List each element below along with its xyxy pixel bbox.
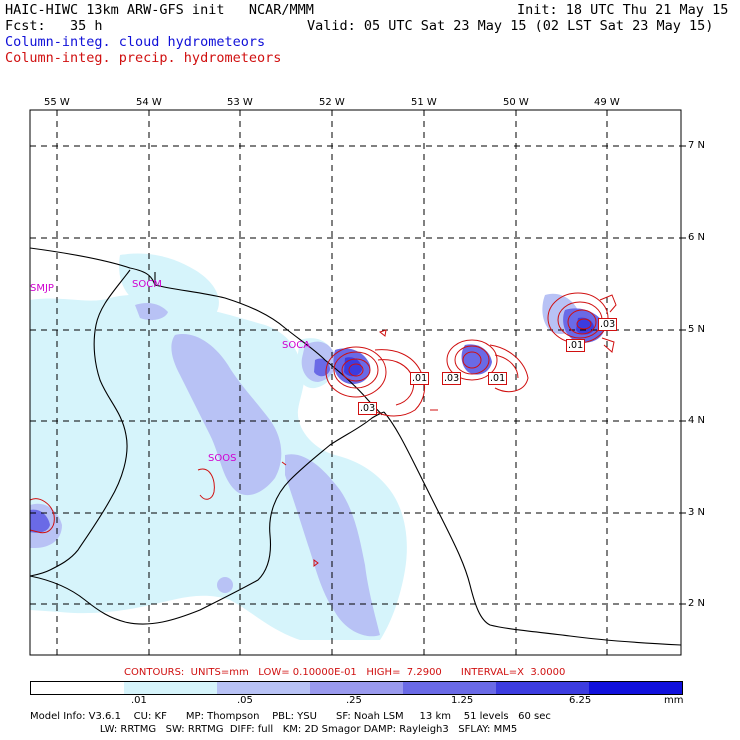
- lat-label-7n: 7 N: [688, 140, 706, 151]
- contour-label: .03: [442, 372, 462, 385]
- lat-label-5n: 5 N: [688, 324, 706, 335]
- lat-label-3n: 3 N: [688, 507, 706, 518]
- station-socm: SOCM: [132, 279, 162, 290]
- contour-label: .01: [410, 372, 430, 385]
- legend-precip-hydrometeors: Column-integ. precip. hydrometeors: [5, 50, 282, 66]
- lon-label-50w: 50 W: [503, 97, 529, 108]
- lat-label-6n: 6 N: [688, 232, 706, 243]
- station-soos: SOOS: [208, 453, 237, 464]
- colorbar-label: .01: [131, 695, 147, 706]
- model-info-line2: LW: RRTMG SW: RRTMG DIFF: full KM: 2D Sm…: [30, 724, 518, 735]
- contour-label: .03: [598, 318, 618, 331]
- colorbar-label: 6.25: [569, 695, 592, 706]
- contour-label: .01: [566, 339, 586, 352]
- lon-label-53w: 53 W: [227, 97, 253, 108]
- lon-label-52w: 52 W: [319, 97, 345, 108]
- station-soca: SOCA: [282, 340, 311, 351]
- colorbar-bin-6: [589, 682, 682, 694]
- cloud-field-max: [344, 317, 595, 377]
- lon-label-55w: 55 W: [44, 97, 70, 108]
- grid-lines: [30, 110, 681, 655]
- colorbar-label: .25: [346, 695, 362, 706]
- map-frame: [29, 109, 682, 656]
- colorbar-bin-3: [310, 682, 403, 694]
- plot-title: HAIC-HIWC 13km ARW-GFS init NCAR/MMM: [5, 2, 314, 18]
- colorbar-bin-2: [217, 682, 310, 694]
- colorbar-bin-1: [124, 682, 217, 694]
- lon-label-51w: 51 W: [411, 97, 437, 108]
- lat-ticks: [681, 145, 686, 605]
- colorbar-units: mm: [664, 695, 684, 706]
- colorbar-bin-0: [31, 682, 124, 694]
- contour-label: .01: [488, 372, 508, 385]
- colorbar-label: 1.25: [451, 695, 474, 706]
- legend-cloud-hydrometeors: Column-integ. cloud hydrometeors: [5, 34, 266, 50]
- colorbar-label: .05: [237, 695, 253, 706]
- colorbar: [30, 681, 683, 695]
- contour-info: CONTOURS: UNITS=mm LOW= 0.10000E-01 HIGH…: [124, 667, 566, 678]
- lat-label-2n: 2 N: [688, 598, 706, 609]
- contour-label: .03: [358, 402, 378, 415]
- colorbar-bin-5: [496, 682, 589, 694]
- colorbar-bin-4: [403, 682, 496, 694]
- forecast-hour: Fcst: 35 h: [5, 18, 103, 34]
- valid-time: Valid: 05 UTC Sat 23 May 15 (02 LST Sat …: [307, 18, 714, 34]
- lon-label-49w: 49 W: [594, 97, 620, 108]
- model-info-line1: Model Info: V3.6.1 CU: KF MP: Thompson P…: [30, 711, 551, 722]
- station-smjp: SMJP: [30, 283, 54, 294]
- coastline: [30, 247, 681, 646]
- lat-label-4n: 4 N: [688, 415, 706, 426]
- init-time: Init: 18 UTC Thu 21 May 15: [517, 2, 729, 18]
- lon-label-54w: 54 W: [136, 97, 162, 108]
